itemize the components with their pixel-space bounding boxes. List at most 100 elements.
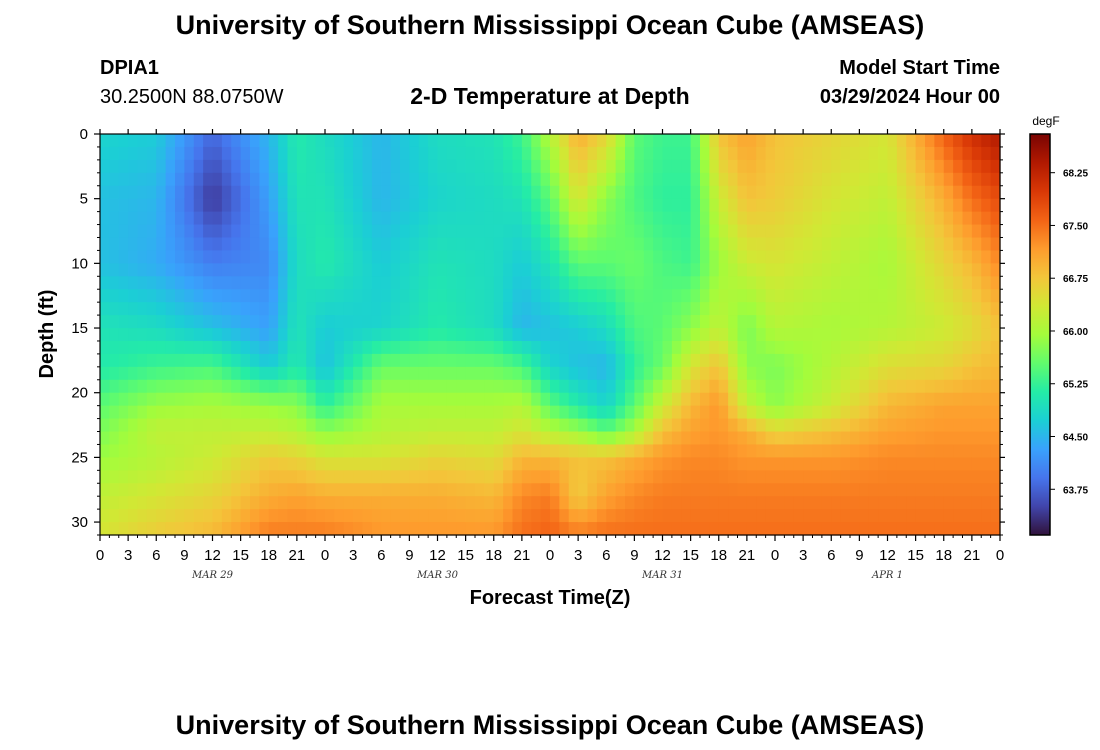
heatmap-cell <box>371 263 382 277</box>
heatmap-cell <box>531 353 542 368</box>
heatmap-cell <box>925 470 935 484</box>
heatmap-cell <box>718 457 729 471</box>
heatmap-cell <box>615 276 626 290</box>
heatmap-cell <box>606 315 617 329</box>
heatmap-cell <box>746 496 757 510</box>
heatmap-cell <box>287 431 298 446</box>
heatmap-cell <box>765 224 776 239</box>
heatmap-cell <box>315 224 326 239</box>
heatmap-cell <box>325 211 335 226</box>
heatmap-cell <box>475 146 485 161</box>
heatmap-cell <box>306 302 317 316</box>
heatmap-cell <box>690 392 701 407</box>
heatmap-cell <box>268 237 279 252</box>
heatmap-cell <box>803 237 814 252</box>
heatmap-cell <box>803 172 814 187</box>
heatmap-cell <box>728 457 739 471</box>
heatmap-cell <box>146 315 157 329</box>
heatmap-cell <box>831 198 842 213</box>
heatmap-cell <box>512 237 523 252</box>
heatmap-cell <box>259 263 270 277</box>
heatmap-cell <box>625 483 635 497</box>
heatmap-cell <box>446 289 457 303</box>
heatmap-cell <box>278 315 289 329</box>
heatmap-cell <box>925 392 935 407</box>
heatmap-cell <box>240 522 251 536</box>
heatmap-cell <box>943 185 954 200</box>
heatmap-cell <box>531 302 542 316</box>
heatmap-cell <box>737 237 748 252</box>
heatmap-cell <box>625 340 635 355</box>
heatmap-cell <box>878 392 889 407</box>
heatmap-cell <box>793 185 804 200</box>
heatmap-cell <box>953 146 964 161</box>
x-tick-label: 9 <box>405 547 413 564</box>
heatmap-cell <box>109 379 120 394</box>
heatmap-cell <box>400 237 410 252</box>
heatmap-cell <box>409 509 420 523</box>
heatmap-cell <box>690 444 701 458</box>
heatmap-cell <box>212 276 223 290</box>
heatmap-cell <box>653 444 664 458</box>
heatmap-cell <box>175 444 185 458</box>
heatmap-cell <box>925 250 935 264</box>
heatmap-cell <box>109 263 120 277</box>
heatmap-cell <box>446 392 457 407</box>
heatmap-cell <box>756 340 767 355</box>
heatmap-cell <box>859 496 870 510</box>
heatmap-cell <box>400 172 410 187</box>
heatmap-cell <box>971 211 982 226</box>
heatmap-cell <box>906 392 917 407</box>
heatmap-cell <box>531 509 542 523</box>
heatmap-cell <box>634 379 645 394</box>
heatmap-cell <box>990 366 1001 381</box>
heatmap-cell <box>896 328 907 342</box>
heatmap-cell <box>868 483 879 497</box>
heatmap-cell <box>362 172 373 187</box>
heatmap-cell <box>587 483 598 497</box>
heatmap-cell <box>137 340 148 355</box>
heatmap-cell <box>962 185 973 200</box>
heatmap-cell <box>850 276 860 290</box>
heatmap-cell <box>718 159 729 174</box>
heatmap-cell <box>428 159 439 174</box>
heatmap-cell <box>821 353 832 368</box>
heatmap-cell <box>925 237 935 252</box>
heatmap-cell <box>250 444 260 458</box>
heatmap-cell <box>456 172 467 187</box>
heatmap-cell <box>240 405 251 420</box>
heatmap-cell <box>653 509 664 523</box>
heatmap-cell <box>512 470 523 484</box>
heatmap-cell <box>859 302 870 316</box>
heatmap-cell <box>203 379 214 394</box>
heatmap-cell <box>334 366 345 381</box>
heatmap-cell <box>381 509 392 523</box>
heatmap-cell <box>737 146 748 161</box>
heatmap-cell <box>475 431 485 446</box>
heatmap-cell <box>596 224 607 239</box>
heatmap-cell <box>325 159 335 174</box>
heatmap-cell <box>878 366 889 381</box>
heatmap-cell <box>906 522 917 536</box>
heatmap-cell <box>878 496 889 510</box>
heatmap-cell <box>212 522 223 536</box>
heatmap-cell <box>775 276 785 290</box>
model-start-label: Model Start Time <box>839 57 1000 79</box>
heatmap-cell <box>484 237 495 252</box>
heatmap-cell <box>625 198 635 213</box>
heatmap-cell <box>953 483 964 497</box>
heatmap-cell <box>671 444 682 458</box>
heatmap-cell <box>596 134 607 148</box>
heatmap-cell <box>746 457 757 471</box>
heatmap-cell <box>662 159 673 174</box>
heatmap-cell <box>371 172 382 187</box>
heatmap-cell <box>784 134 795 148</box>
heatmap-cell <box>128 457 139 471</box>
heatmap-cell <box>709 379 720 394</box>
heatmap-cell <box>221 146 232 161</box>
heatmap-cell <box>840 522 851 536</box>
heatmap-cell <box>512 483 523 497</box>
heatmap-cell <box>287 159 298 174</box>
heatmap-cell <box>962 496 973 510</box>
heatmap-cell <box>128 328 139 342</box>
